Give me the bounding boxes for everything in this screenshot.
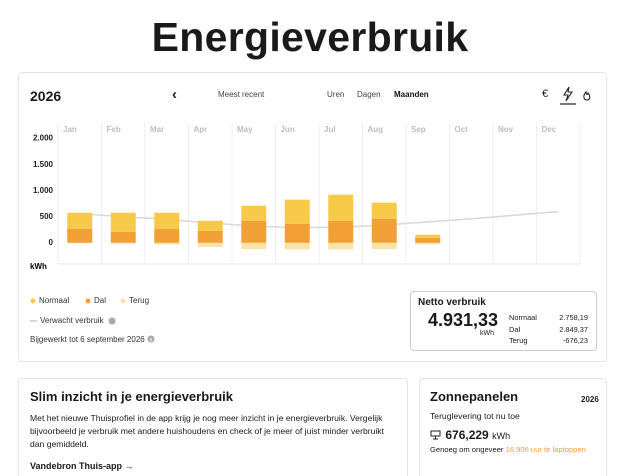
x-tick-label: Jul xyxy=(324,125,336,134)
x-tick-label: Jan xyxy=(63,125,77,134)
y-unit: kWh xyxy=(30,262,47,271)
prev-button[interactable]: ‹ xyxy=(172,86,177,103)
x-tick-label: Jun xyxy=(281,125,295,134)
solar-subtitle: Teruglevering tot nu toe xyxy=(430,411,520,421)
netto-row-value: 2.849,37 xyxy=(559,324,588,334)
page-title: Energieverbruik xyxy=(151,14,469,60)
bar-segment xyxy=(110,212,136,232)
legend-label: Terug xyxy=(129,296,149,305)
y-tick-label: 2.000 xyxy=(33,134,54,143)
bar-segment xyxy=(415,234,441,238)
x-tick-label: Mar xyxy=(150,125,164,134)
electricity-icon[interactable] xyxy=(563,86,574,102)
bar-segment xyxy=(415,242,441,245)
x-tick-label: Oct xyxy=(455,125,469,134)
period-tab[interactable]: Maanden xyxy=(394,90,429,99)
period-tab[interactable]: Dagen xyxy=(357,90,381,99)
info-icon[interactable] xyxy=(147,335,155,343)
bar-segment xyxy=(415,237,441,243)
gas-icon[interactable] xyxy=(583,90,591,101)
solar-value: 676,229 xyxy=(445,428,489,442)
x-tick-label: Dec xyxy=(542,125,557,134)
bar-segment xyxy=(67,212,93,229)
bar-segment xyxy=(371,218,397,243)
currency-toggle[interactable]: € xyxy=(542,88,549,100)
solar-note: Genoeg om ongeveer 16.906 uur te laptopp… xyxy=(430,445,586,454)
year: 2026 xyxy=(30,88,62,104)
x-tick-label: Nov xyxy=(498,125,514,134)
unit-icons xyxy=(560,86,591,105)
legend-label: Dal xyxy=(94,296,106,305)
updated-text: Bijgewerkt tot 6 september 2026 xyxy=(30,335,155,344)
x-tick-label: Feb xyxy=(107,125,121,134)
netto-row-value: -676,23 xyxy=(562,336,588,345)
updated: Bijgewerkt tot 6 september 2026 xyxy=(30,335,145,344)
x-tick-label: May xyxy=(237,125,253,134)
bar-segment xyxy=(197,230,223,243)
netto-unit: kWh xyxy=(480,330,494,337)
netto-total: 4.931,33 xyxy=(428,310,499,330)
insight-text: Met het nieuwe Thuisprofiel in de app kr… xyxy=(30,413,384,449)
nav-label[interactable]: Meest recent xyxy=(218,90,265,99)
bar-segment xyxy=(154,242,180,245)
solar-note-highlight: 16.906 uur te laptoppen xyxy=(505,445,586,454)
chart: Jan Feb Mar Apr May Jun Jul Aug Sep Oct Nov Dec 0 500… xyxy=(30,123,581,325)
bar-segment xyxy=(197,242,223,247)
solar-unit: kWh xyxy=(492,431,511,441)
netto-row-label: Dal xyxy=(509,324,521,334)
y-tick-label: 500 xyxy=(40,212,54,221)
bar-segment xyxy=(154,228,180,243)
bar-segment xyxy=(110,231,136,243)
netto-box xyxy=(410,291,597,351)
bar-segment xyxy=(284,199,310,224)
y-tick-label: 1.500 xyxy=(33,160,54,169)
legend-swatch xyxy=(30,298,36,304)
x-tick-label: Sep xyxy=(411,125,426,134)
period-tab[interactable]: Uren xyxy=(327,90,345,99)
legend-swatch xyxy=(85,298,91,304)
solar-value-row: 676,229 kWh xyxy=(430,428,510,442)
bar-segment xyxy=(154,212,180,229)
solar-icon xyxy=(430,430,441,440)
bar-segment xyxy=(67,228,93,243)
bar-segment xyxy=(241,220,267,243)
bar-segment xyxy=(197,220,223,231)
bar-segment xyxy=(110,242,136,244)
bar-segment xyxy=(371,242,397,250)
y-tick-label: 0 xyxy=(49,238,54,247)
solar-note-text: Genoeg om ongeveer xyxy=(430,445,504,454)
bar-segment xyxy=(67,242,93,244)
legend-label: Verwacht verbruik xyxy=(40,316,105,325)
solar-card xyxy=(419,378,607,476)
insight-card xyxy=(18,378,408,476)
y-tick-label: 1.000 xyxy=(33,186,54,195)
bar-segment xyxy=(284,242,310,250)
bar-segment xyxy=(241,242,267,250)
bar-segment xyxy=(371,202,397,219)
legend-label: Normaal xyxy=(39,296,69,305)
x-tick-label: Aug xyxy=(368,125,384,134)
bar-segment xyxy=(241,205,267,221)
solar-title: Zonnepanelen xyxy=(430,389,519,404)
bar-segment xyxy=(328,194,354,221)
netto-row-value: 2.758,19 xyxy=(559,313,588,322)
netto-row-label: Normaal xyxy=(509,313,537,322)
bar-segment xyxy=(328,242,354,250)
netto-title: Netto verbruik xyxy=(418,297,486,308)
netto-row-label: Terug xyxy=(509,336,528,345)
insight-link[interactable]: Vandebron Thuis-app → xyxy=(30,461,134,471)
bar-segment xyxy=(328,220,354,243)
insight-title: Slim inzicht in je energieverbruik xyxy=(30,389,234,404)
x-tick-label: Apr xyxy=(194,125,208,134)
info-icon xyxy=(108,317,116,325)
legend-swatch xyxy=(120,298,126,304)
solar-year: 2026 xyxy=(581,395,599,404)
bar-segment xyxy=(284,223,310,243)
